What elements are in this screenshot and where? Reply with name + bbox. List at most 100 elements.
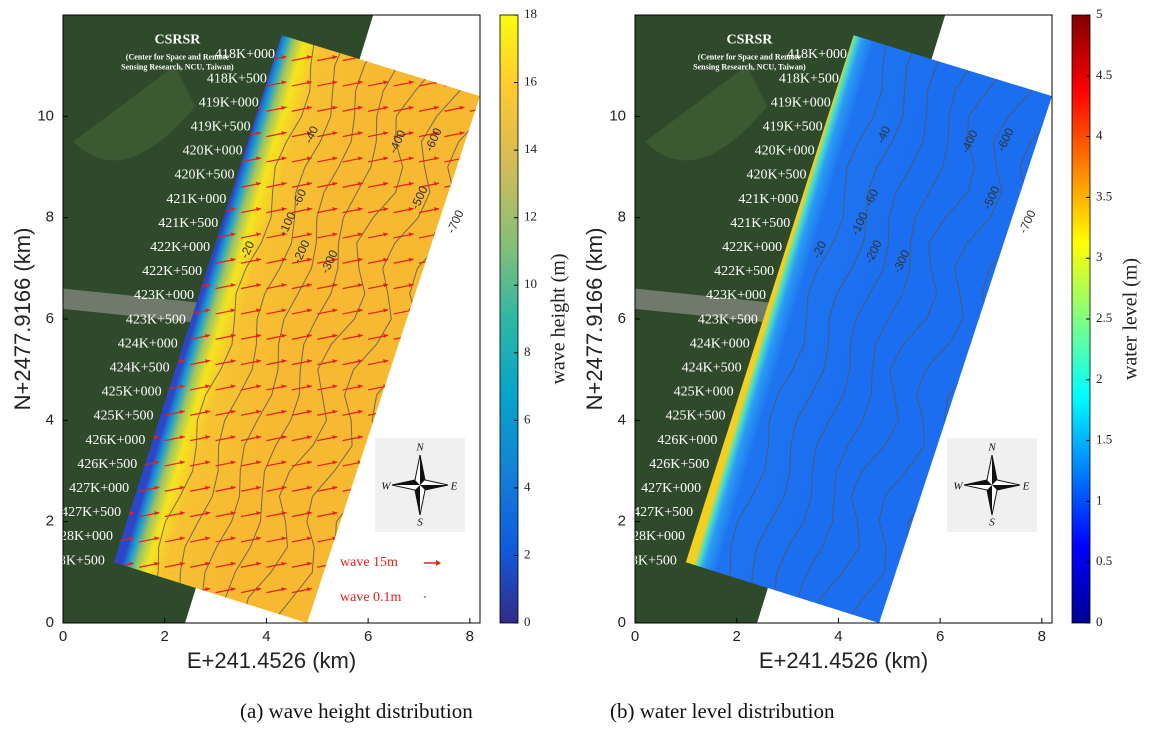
station-label: 421K+000: [738, 192, 798, 207]
station-label: 421K+000: [166, 192, 226, 207]
y-tick-label: 10: [609, 107, 626, 124]
y-tick-label: 0: [618, 614, 626, 631]
colorbar-tick-label: 8: [524, 344, 531, 359]
station-label: 424K+500: [682, 361, 742, 376]
colorbar-tick-label: 2: [1096, 371, 1103, 386]
wave-arrow-head: [485, 283, 490, 287]
station-label: 418K+500: [779, 71, 839, 86]
colorbar: [500, 15, 518, 623]
colorbar-tick-label: 4: [1096, 128, 1103, 143]
station-label: 420K+500: [174, 168, 234, 183]
wave-arrow-head: [485, 182, 490, 186]
compass-n: N: [415, 442, 424, 454]
y-tick-label: 10: [37, 107, 54, 124]
map-panel: CSRSR(Center for Space and RemoteSensing…: [10, 6, 668, 723]
colorbar-tick-label: 12: [524, 209, 537, 224]
station-label: 419K+000: [771, 95, 831, 110]
colorbar-label: water level (m): [1120, 258, 1142, 380]
legend-dot: [424, 596, 426, 598]
station-label: 423K+000: [706, 288, 766, 303]
station-label: 423K+500: [126, 312, 186, 327]
wave-arrow-head: [485, 536, 490, 540]
wave-arrow-head: [485, 207, 490, 211]
y-tick-label: 0: [46, 614, 54, 631]
wave-arrow-head: [485, 334, 490, 338]
x-tick-label: 2: [733, 628, 741, 645]
wave-arrow-head: [485, 131, 490, 135]
figure: CSRSR(Center for Space and RemoteSensing…: [0, 0, 1153, 729]
legend-label: wave 15m: [340, 555, 398, 570]
colorbar-tick-label: 1.5: [1096, 432, 1112, 447]
y-tick-label: 8: [46, 209, 54, 226]
colorbar-tick-label: 0: [1096, 614, 1103, 629]
compass-w: W: [953, 481, 963, 493]
station-label: 425K+000: [674, 385, 734, 400]
y-tick-label: 4: [618, 411, 626, 428]
wave-arrow-head: [485, 562, 490, 566]
station-label: 426K+500: [649, 457, 709, 472]
map-panel: CSRSR(Center for Space and RemoteSensing…: [582, 6, 1153, 723]
colorbar-tick-label: 5: [1096, 6, 1103, 21]
wave-arrow-head: [485, 359, 490, 363]
y-tick-label: 8: [618, 209, 626, 226]
x-tick-label: 6: [364, 628, 372, 645]
compass-e: E: [1022, 481, 1030, 493]
y-tick-label: 4: [46, 411, 54, 428]
compass-s: S: [417, 517, 423, 529]
compass-w: W: [381, 481, 391, 493]
station-label: 428K+000: [625, 529, 685, 544]
wave-arrow-head: [485, 410, 490, 414]
x-axis-label: E+241.4526 (km): [759, 648, 928, 673]
colorbar-tick-label: 3: [1096, 249, 1103, 264]
x-tick-label: 4: [262, 628, 270, 645]
colorbar-tick-label: 0.5: [1096, 553, 1112, 568]
station-label: 419K+500: [763, 120, 823, 135]
wave-arrow-head: [485, 435, 490, 439]
x-tick-label: 8: [1038, 628, 1046, 645]
station-label: 422K+500: [714, 264, 774, 279]
station-label: 419K+500: [191, 120, 251, 135]
station-label: 420K+000: [183, 144, 243, 159]
logo-title: CSRSR: [726, 33, 773, 48]
station-label: 426K+500: [77, 457, 137, 472]
wave-arrow-head: [485, 55, 490, 59]
x-tick-label: 0: [59, 628, 67, 645]
x-tick-label: 2: [161, 628, 169, 645]
colorbar-tick-label: 4.5: [1096, 67, 1112, 82]
station-label: 420K+500: [746, 168, 806, 183]
station-label: 424K+000: [690, 336, 750, 351]
station-label: 427K+500: [61, 505, 121, 520]
colorbar-tick-label: 1: [1096, 492, 1103, 507]
x-tick-label: 8: [466, 628, 474, 645]
colorbar-tick-label: 14: [524, 141, 538, 156]
station-label: 422K+000: [722, 240, 782, 255]
wave-arrow-head: [485, 587, 490, 591]
station-label: 425K+500: [665, 409, 725, 424]
wave-arrow-head: [485, 232, 490, 236]
station-label: 426K+000: [657, 433, 717, 448]
logo-title: CSRSR: [154, 33, 201, 48]
compass-s: S: [989, 517, 995, 529]
station-label: 420K+000: [755, 144, 815, 159]
station-label: 424K+500: [110, 361, 170, 376]
colorbar-tick-label: 2.5: [1096, 310, 1112, 325]
station-label: 427K+000: [69, 481, 129, 496]
colorbar-tick-label: 6: [524, 411, 531, 426]
station-label: 419K+000: [199, 95, 259, 110]
colorbar-tick-label: 2: [524, 546, 531, 561]
x-tick-label: 6: [936, 628, 944, 645]
station-label: 427K+500: [633, 505, 693, 520]
colorbar-tick-label: 18: [524, 6, 537, 21]
wave-arrow-head: [485, 384, 490, 388]
logo-subtitle: Sensing Research, NCU, Taiwan): [121, 62, 234, 71]
y-tick-label: 2: [618, 513, 626, 530]
station-label: 422K+000: [150, 240, 210, 255]
wave-arrow-head: [485, 156, 490, 160]
logo-subtitle: Sensing Research, NCU, Taiwan): [693, 62, 806, 71]
station-label: 418K+500: [207, 71, 267, 86]
colorbar-tick-label: 10: [524, 276, 537, 291]
x-axis-label: E+241.4526 (km): [187, 648, 356, 673]
station-label: 421K+500: [158, 216, 218, 231]
compass-n: N: [987, 442, 996, 454]
y-axis-label: N+2477.9166 (km): [582, 228, 607, 411]
